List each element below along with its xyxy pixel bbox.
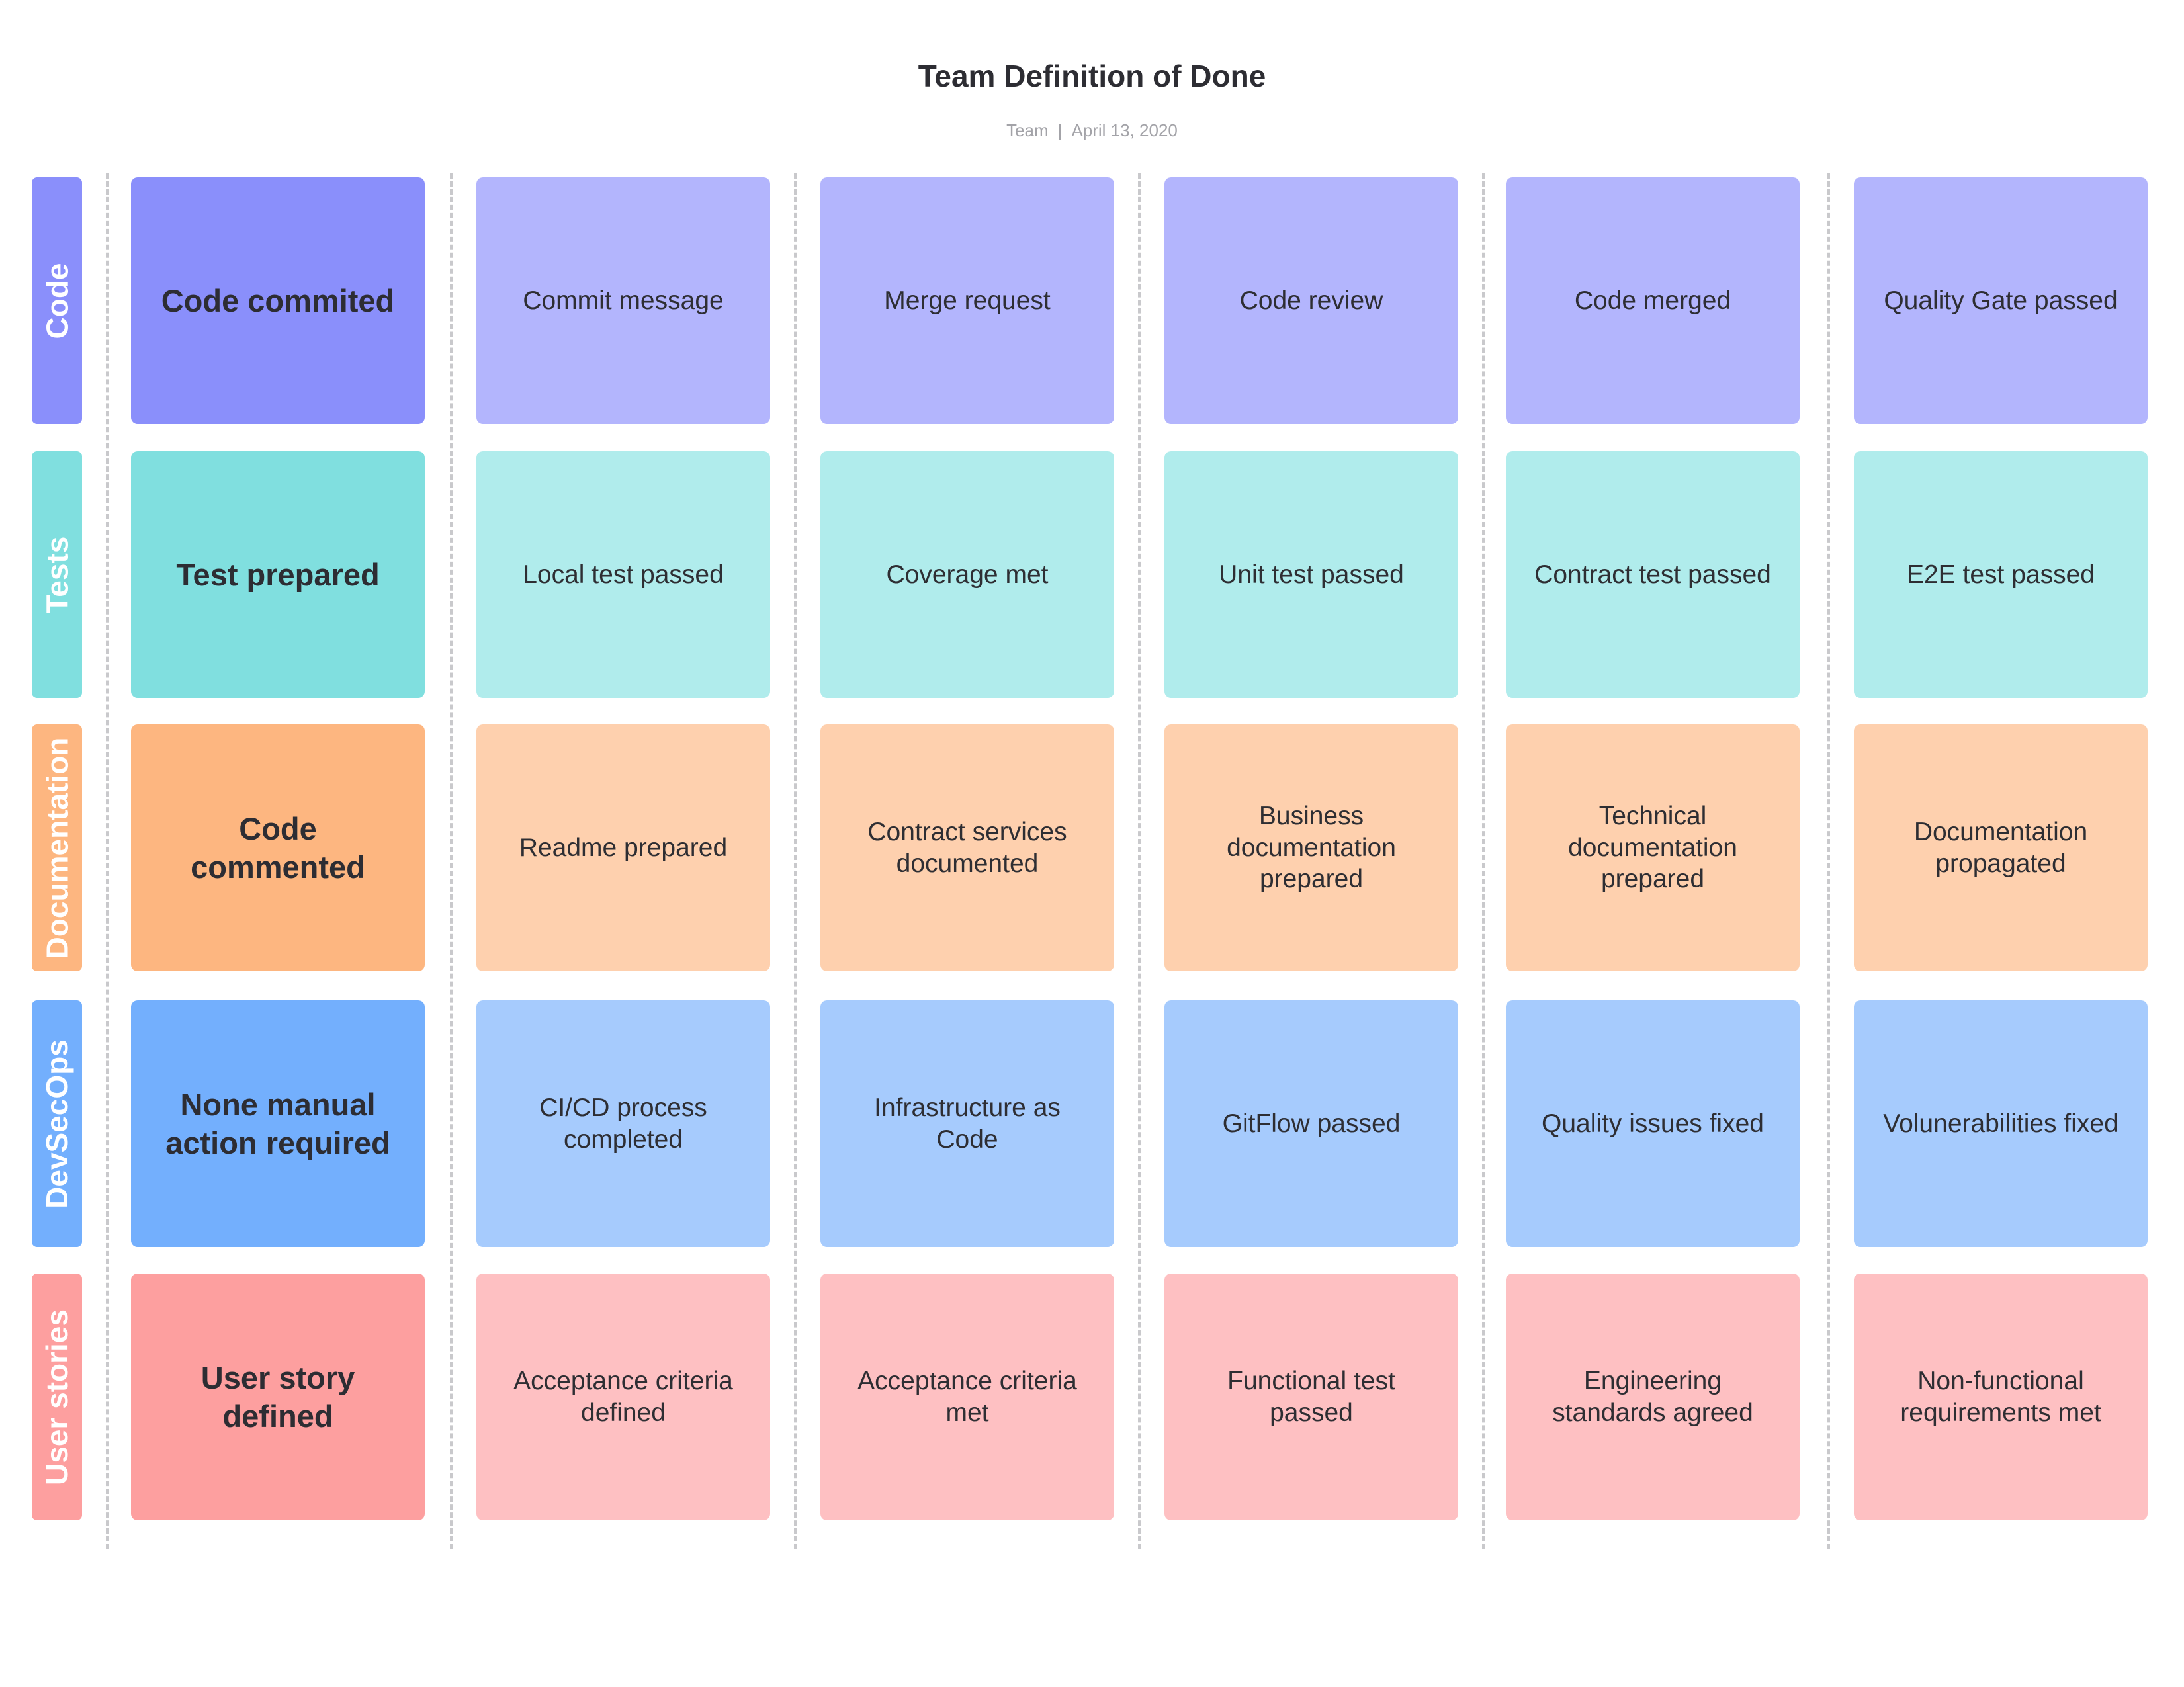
card: Technical documentation prepared bbox=[1506, 724, 1800, 971]
card: Contract services documented bbox=[820, 724, 1114, 971]
row-tests: Tests Test prepared Local test passed Co… bbox=[0, 451, 2184, 698]
card: Coverage met bbox=[820, 451, 1114, 698]
page-title: Team Definition of Done bbox=[918, 59, 1266, 93]
card: CI/CD process completed bbox=[476, 1000, 770, 1247]
card: Infrastructure as Code bbox=[820, 1000, 1114, 1247]
row-label-code: Code bbox=[32, 177, 82, 424]
card: Quality Gate passed bbox=[1854, 177, 2148, 424]
card: Contract test passed bbox=[1506, 451, 1800, 698]
card: Business documentation prepared bbox=[1164, 724, 1458, 971]
column-divider bbox=[1482, 173, 1485, 1549]
card: Documentation propagated bbox=[1854, 724, 2148, 971]
row-label-tests: Tests bbox=[32, 451, 82, 698]
card: Engineering standards agreed bbox=[1506, 1274, 1800, 1520]
row-label-text: Tests bbox=[40, 536, 75, 613]
card: Local test passed bbox=[476, 451, 770, 698]
date-label: April 13, 2020 bbox=[1071, 120, 1178, 140]
main-card-devsecops: None manual action required bbox=[131, 1000, 425, 1247]
card: Acceptance criteria met bbox=[820, 1274, 1114, 1520]
row-user-stories: User stories User story defined Acceptan… bbox=[0, 1274, 2184, 1520]
main-card-tests: Test prepared bbox=[131, 451, 425, 698]
column-divider bbox=[794, 173, 797, 1549]
column-divider bbox=[106, 173, 109, 1549]
row-label-text: DevSecOps bbox=[40, 1039, 75, 1209]
card: Volunerabilities fixed bbox=[1854, 1000, 2148, 1247]
row-label-devsecops: DevSecOps bbox=[32, 1000, 82, 1247]
row-code: Code Code commited Commit message Merge … bbox=[0, 177, 2184, 424]
row-label-documentation: Documentation bbox=[32, 724, 82, 971]
card: Commit message bbox=[476, 177, 770, 424]
row-label-user-stories: User stories bbox=[32, 1274, 82, 1520]
row-label-text: User stories bbox=[40, 1309, 75, 1485]
card: Readme prepared bbox=[476, 724, 770, 971]
main-card-documentation: Code commented bbox=[131, 724, 425, 971]
row-documentation: Documentation Code commented Readme prep… bbox=[0, 724, 2184, 971]
main-card-user-stories: User story defined bbox=[131, 1274, 425, 1520]
card: Non-functional requirements met bbox=[1854, 1274, 2148, 1520]
row-label-text: Documentation bbox=[40, 737, 74, 959]
row-devsecops: DevSecOps None manual action required CI… bbox=[0, 1000, 2184, 1247]
card: Quality issues fixed bbox=[1506, 1000, 1800, 1247]
column-divider bbox=[1827, 173, 1830, 1549]
card: E2E test passed bbox=[1854, 451, 2148, 698]
main-card-code: Code commited bbox=[131, 177, 425, 424]
card: Functional test passed bbox=[1164, 1274, 1458, 1520]
subtitle-separator: | bbox=[1057, 120, 1063, 140]
column-divider bbox=[1138, 173, 1141, 1549]
card: Code review bbox=[1164, 177, 1458, 424]
card: Unit test passed bbox=[1164, 451, 1458, 698]
column-divider bbox=[450, 173, 453, 1549]
team-label: Team bbox=[1006, 120, 1049, 140]
card: Acceptance criteria defined bbox=[476, 1274, 770, 1520]
card: GitFlow passed bbox=[1164, 1000, 1458, 1247]
row-label-text: Code bbox=[40, 263, 74, 339]
card: Code merged bbox=[1506, 177, 1800, 424]
page-subtitle: Team | April 13, 2020 bbox=[0, 120, 2184, 141]
card: Merge request bbox=[820, 177, 1114, 424]
